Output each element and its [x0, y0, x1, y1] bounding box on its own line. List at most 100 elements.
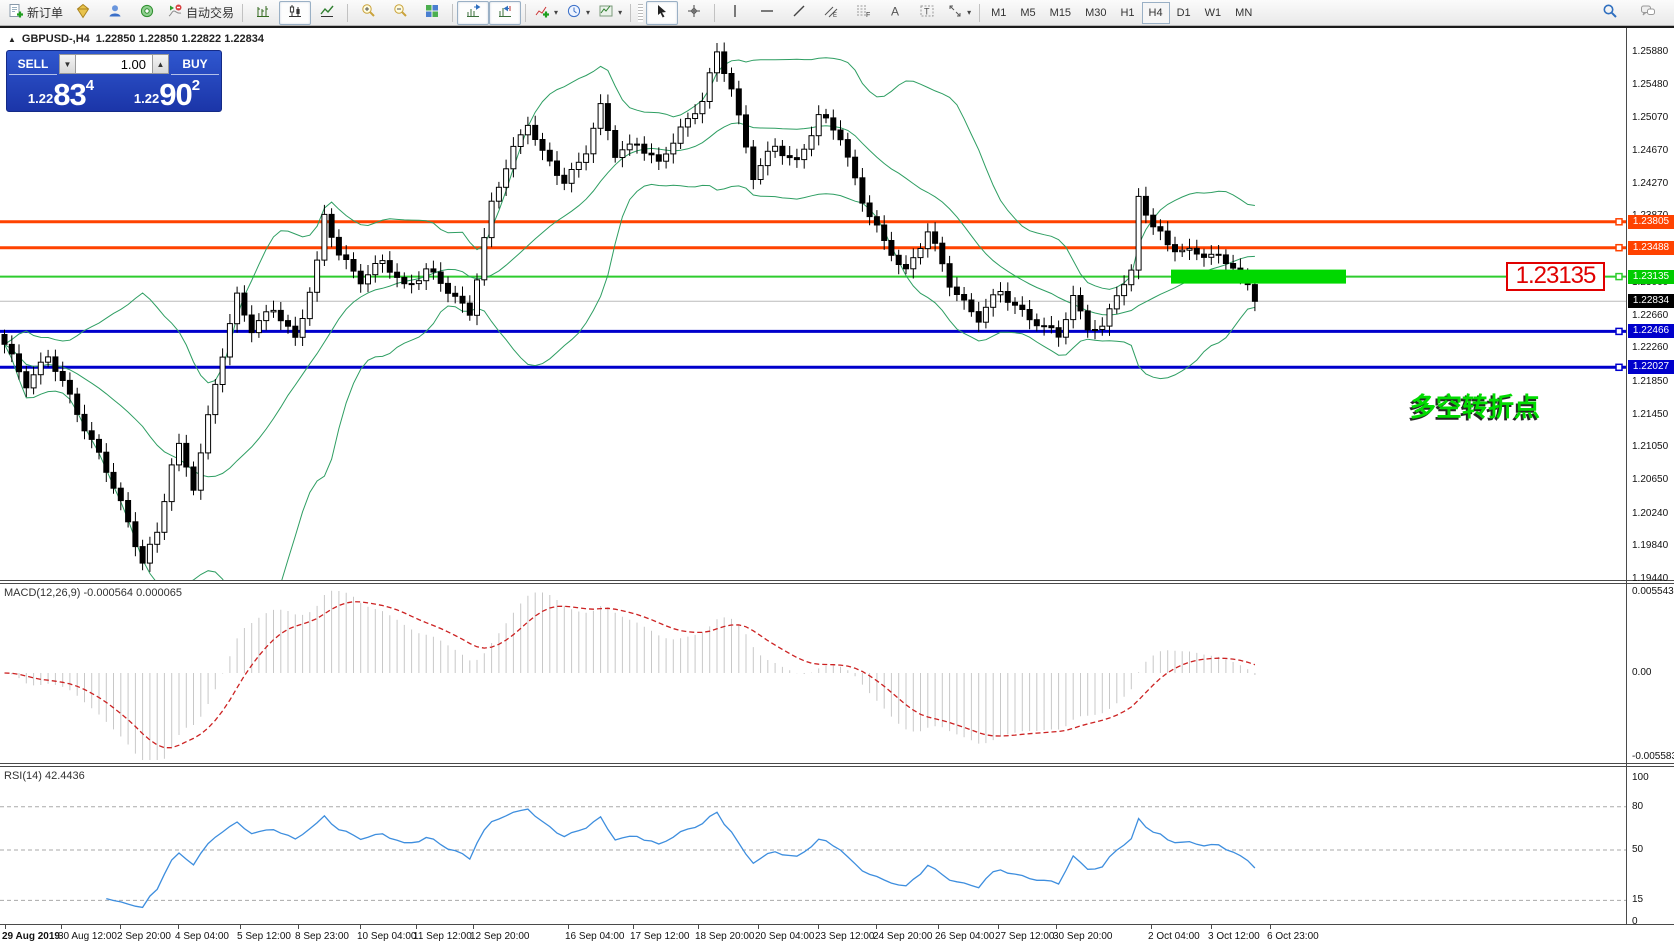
- price-callout-box[interactable]: 1.23135: [1506, 261, 1605, 291]
- chart-annotation-text[interactable]: 多空转折点: [1410, 392, 1541, 422]
- time-tick: [818, 925, 819, 929]
- collapse-panel-arrow[interactable]: ▲: [8, 34, 16, 44]
- bear-candle: [873, 216, 880, 226]
- timeframe-w1-button[interactable]: W1: [1204, 6, 1222, 19]
- line-anchor[interactable]: [1615, 243, 1623, 252]
- bull-candle: [321, 213, 328, 261]
- bear-candle: [793, 157, 800, 161]
- line-anchor[interactable]: [1615, 363, 1623, 372]
- horizontal-line-button[interactable]: [751, 1, 783, 25]
- chart-window[interactable]: ▲ GBPUSD-,H4 1.22850 1.22850 1.22822 1.2…: [0, 26, 1674, 950]
- bear-candle: [466, 302, 473, 316]
- bull-candle: [706, 72, 713, 102]
- line-chart-button[interactable]: [311, 1, 343, 25]
- sell-button[interactable]: SELL: [9, 53, 57, 75]
- bear-candle: [961, 294, 968, 301]
- timeframe-h1-button[interactable]: H1: [1120, 6, 1135, 19]
- chart-line-icon: [319, 3, 335, 22]
- chart-shift-button[interactable]: [489, 0, 522, 25]
- toolbar-drag-handle[interactable]: [638, 3, 644, 22]
- bear-candle: [23, 371, 30, 389]
- line-anchor[interactable]: [1615, 218, 1623, 226]
- tile-windows-button[interactable]: [416, 1, 448, 25]
- time-label: 23 Sep 12:00: [815, 931, 875, 942]
- autotrading-button[interactable]: 自动交易: [163, 1, 238, 25]
- rsi-indicator-pane[interactable]: [0, 767, 1626, 924]
- highlight-rectangle[interactable]: [1171, 269, 1346, 284]
- search-button[interactable]: [1594, 1, 1626, 25]
- text-label-icon: T: [919, 3, 935, 22]
- buy-price-button[interactable]: 1.22 90 2: [115, 76, 219, 111]
- bear-candle: [1026, 309, 1033, 321]
- price-badge-1.22834: 1.22834: [1628, 294, 1674, 309]
- zoom-in-button[interactable]: [352, 1, 384, 25]
- time-label: 17 Sep 12:00: [630, 931, 690, 942]
- bear-candle: [750, 146, 757, 180]
- time-tick: [178, 925, 179, 929]
- text-icon: A: [887, 3, 903, 22]
- fibonacci-icon: F: [855, 3, 871, 22]
- indicators-button[interactable]: ▾: [530, 1, 562, 25]
- vertical-line-button[interactable]: [719, 1, 751, 25]
- new-order-button[interactable]: 新订单: [4, 1, 67, 25]
- main-price-chart[interactable]: [0, 28, 1626, 580]
- community-button[interactable]: [99, 1, 131, 25]
- timeframe-mn-button[interactable]: MN: [1235, 6, 1253, 19]
- templates-button[interactable]: ▾: [594, 1, 626, 25]
- text-button[interactable]: A: [879, 1, 911, 25]
- line-anchor[interactable]: [1615, 272, 1623, 281]
- timeframe-m5-button[interactable]: M5: [1020, 6, 1036, 19]
- crosshair-button[interactable]: [678, 1, 710, 25]
- periods-button[interactable]: ▾: [562, 1, 594, 25]
- equidistant-channel-button[interactable]: E: [815, 1, 847, 25]
- bear-candle: [59, 371, 66, 381]
- volume-decrease-button[interactable]: ▼: [59, 54, 76, 74]
- auto-scroll-button[interactable]: [457, 0, 490, 25]
- pane-separator[interactable]: [0, 580, 1674, 584]
- time-tick: [1270, 925, 1271, 929]
- time-label: 30 Sep 20:00: [1053, 931, 1113, 942]
- bar-chart-button[interactable]: [247, 1, 279, 25]
- bull-candle: [597, 103, 604, 129]
- bull-candle: [1179, 249, 1186, 253]
- candlestick-chart-button[interactable]: [279, 0, 312, 25]
- price-tick-1.20240: 1.20240: [1632, 507, 1669, 519]
- dropdown-arrow-icon[interactable]: ▾: [967, 8, 972, 17]
- text-label-button[interactable]: T: [911, 1, 943, 25]
- dropdown-arrow-icon[interactable]: ▾: [554, 8, 559, 17]
- volume-increase-button[interactable]: ▲: [152, 54, 169, 74]
- time-tick: [568, 925, 569, 929]
- timeframe-h4-button[interactable]: H4: [1141, 1, 1170, 24]
- line-anchor[interactable]: [1615, 327, 1623, 336]
- bull-candle: [815, 114, 822, 137]
- metaeditor-button[interactable]: [67, 1, 99, 25]
- signals-button[interactable]: [131, 1, 163, 25]
- bear-candle: [866, 202, 873, 218]
- zoom-out-button[interactable]: [384, 1, 416, 25]
- volume-input[interactable]: [76, 54, 152, 74]
- timeframe-m30-button[interactable]: M30: [1085, 6, 1107, 19]
- time-tick: [1211, 925, 1212, 929]
- timeframe-m1-button[interactable]: M1: [991, 6, 1007, 19]
- trendline-button[interactable]: [783, 1, 815, 25]
- cursor-button[interactable]: [646, 0, 679, 25]
- bull-candle: [1092, 329, 1098, 331]
- chat-button[interactable]: [1632, 1, 1664, 25]
- dropdown-arrow-icon[interactable]: ▾: [586, 8, 591, 17]
- bull-candle: [982, 306, 989, 323]
- timeframe-d1-button[interactable]: D1: [1176, 6, 1191, 19]
- timeframe-m15-button[interactable]: M15: [1049, 6, 1072, 19]
- sell-price-big: 83: [53, 77, 86, 112]
- pane-separator[interactable]: [0, 763, 1674, 767]
- buy-button[interactable]: BUY: [171, 53, 219, 75]
- bull-candle: [488, 200, 495, 239]
- fibonacci-button[interactable]: F: [847, 1, 879, 25]
- bull-candle: [306, 291, 313, 320]
- dropdown-arrow-icon[interactable]: ▾: [618, 8, 623, 17]
- macd-indicator-pane[interactable]: [0, 584, 1626, 763]
- bear-candle: [139, 546, 146, 564]
- bear-candle: [1041, 325, 1048, 328]
- arrows-button[interactable]: ▾: [943, 1, 975, 25]
- bear-candle: [386, 260, 393, 273]
- sell-price-button[interactable]: 1.22 83 4: [9, 76, 113, 111]
